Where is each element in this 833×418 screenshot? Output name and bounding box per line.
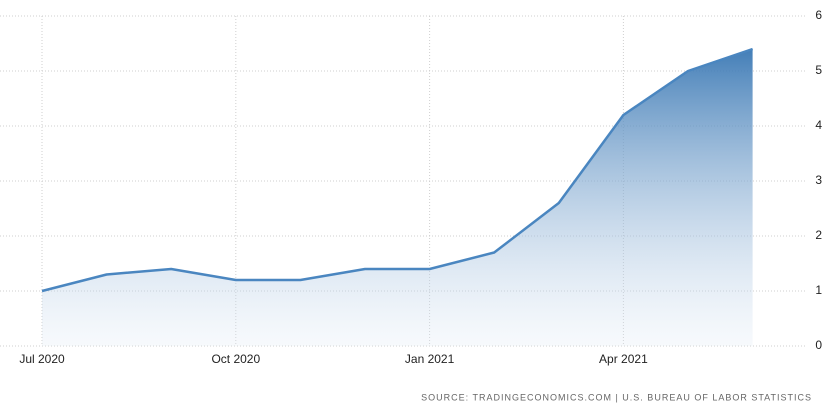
line (41, 47, 754, 293)
y-tick-label: 1 (815, 283, 822, 297)
x-tick-label: Jan 2021 (405, 352, 455, 366)
area-fill (42, 49, 753, 346)
y-tick-label: 6 (815, 8, 822, 22)
y-tick-label: 4 (815, 118, 822, 132)
y-tick-label: 0 (815, 338, 822, 352)
x-tick-label: Jul 2020 (19, 352, 65, 366)
x-tick-label: Oct 2020 (211, 352, 260, 366)
y-tick-label: 3 (815, 173, 822, 187)
x-tick-label: Apr 2021 (599, 352, 648, 366)
y-tick-label: 2 (815, 228, 822, 242)
y-tick-label: 5 (815, 63, 822, 77)
source-note: SOURCE: TRADINGECONOMICS.COM | U.S. BURE… (421, 392, 812, 402)
